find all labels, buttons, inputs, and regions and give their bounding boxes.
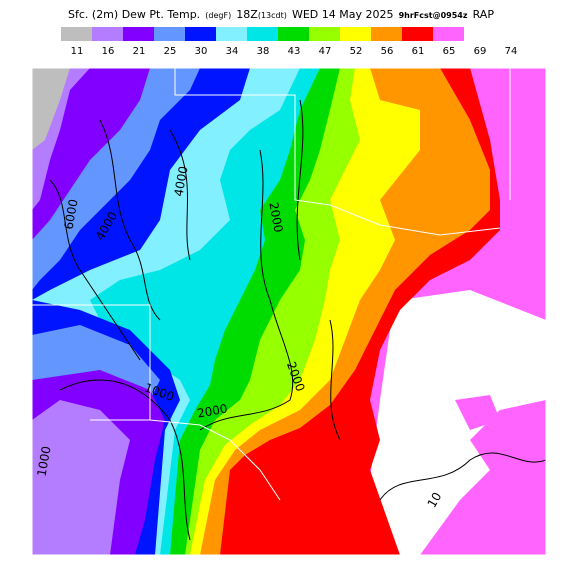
colorbar-label: 61	[412, 46, 425, 57]
colorbar-label: 30	[195, 46, 208, 57]
colorbar-swatch	[154, 27, 185, 41]
title-part: 18Z	[236, 8, 258, 21]
title-part: Sfc. (2m) Dew Pt. Temp.	[68, 8, 200, 21]
colorbar-label: 52	[350, 46, 363, 57]
title-part: (degF)	[205, 11, 231, 20]
region-11	[32, 68, 70, 150]
colorbar-swatch	[402, 27, 433, 41]
colorbar-label: 56	[381, 46, 394, 57]
borders	[32, 68, 511, 501]
colorbar-label: 11	[71, 46, 84, 57]
title-part: (13cdt)	[258, 11, 287, 20]
colorbar-swatch	[92, 27, 123, 41]
colorbar-label: 16	[102, 46, 115, 57]
title-part: WED 14 May 2025	[292, 8, 394, 21]
colorbar-label: 43	[288, 46, 301, 57]
colorbar-label: 74	[505, 46, 518, 57]
colorbar: 11 16 21 25 30 34 38 43 47 52 56 61 65 69 74	[61, 27, 517, 57]
colorbar-swatch	[185, 27, 216, 41]
colorbar-label: 38	[257, 46, 270, 57]
region-16	[32, 400, 130, 555]
colorbar-label: 25	[164, 46, 177, 57]
title-part: RAP	[473, 8, 495, 21]
title: Sfc. (2m) Dew Pt. Temp. (degF) 18Z(13cdt…	[68, 3, 494, 22]
contours	[49, 99, 546, 541]
colorbar-swatch	[371, 27, 402, 41]
region-65	[455, 395, 500, 430]
region-69	[370, 290, 546, 555]
colorbar-label: 21	[133, 46, 146, 57]
contour-label: 2000	[196, 402, 229, 421]
colorbar-swatch	[247, 27, 278, 41]
contour-label: 1000	[35, 445, 54, 478]
colorbar-label: 47	[319, 46, 332, 57]
colorbar-label: 65	[443, 46, 456, 57]
colorbar-swatch	[309, 27, 340, 41]
colorbar-swatch	[216, 27, 247, 41]
colorbar-swatch	[278, 27, 309, 41]
colorbar-swatch	[123, 27, 154, 41]
colorbar-label: 34	[226, 46, 239, 57]
colorbar-label: 69	[474, 46, 487, 57]
contour-label: 10	[425, 490, 445, 510]
contour-label: 2000	[266, 201, 285, 234]
map-frame	[31, 67, 547, 556]
contour-label: 4000	[172, 165, 191, 198]
contour-label: 6000	[62, 198, 81, 231]
colorbar-swatch	[340, 27, 371, 41]
colorbar-swatch	[433, 27, 464, 41]
title-part: 9hrFcst@0954z	[399, 11, 468, 20]
colorbar-swatch	[61, 27, 92, 41]
